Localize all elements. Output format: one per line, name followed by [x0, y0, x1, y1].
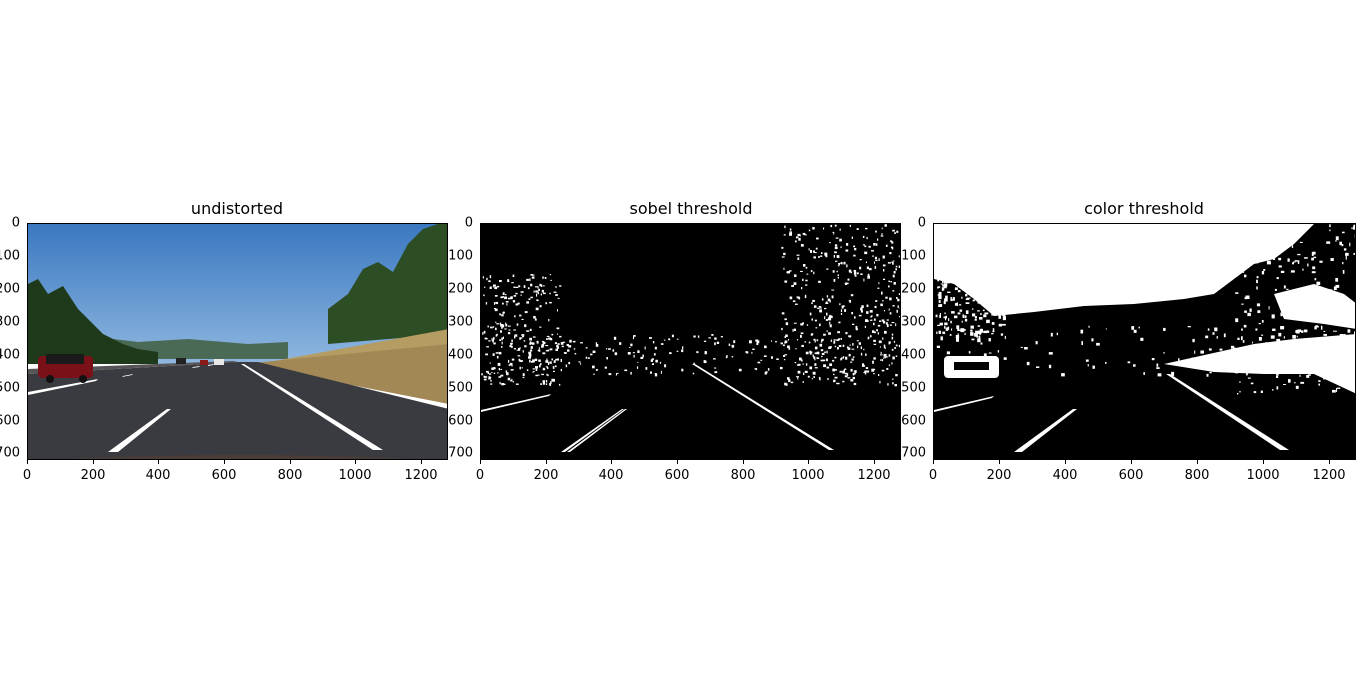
y-tick-label: 700	[901, 446, 926, 461]
x-tick-label: 1200	[1312, 468, 1345, 483]
x-tick-label: 200	[987, 468, 1012, 483]
x-tick-label: 0	[929, 468, 937, 483]
x-tick-mark	[1329, 460, 1330, 464]
x-tick-mark	[1131, 460, 1132, 464]
y-tick-label: 100	[901, 249, 926, 264]
y-tick-label: 0	[918, 216, 926, 231]
y-tick-label: 200	[901, 282, 926, 297]
x-tick-mark	[999, 460, 1000, 464]
y-tick-label: 400	[901, 348, 926, 363]
x-tick-mark	[1197, 460, 1198, 464]
x-tick-mark	[1263, 460, 1264, 464]
panel-title: color threshold	[1084, 199, 1204, 218]
x-tick-label: 800	[1185, 468, 1210, 483]
x-tick-label: 600	[1119, 468, 1144, 483]
color-binary-image	[933, 223, 1356, 460]
x-tick-label: 1000	[1246, 468, 1279, 483]
y-tick-label: 600	[901, 414, 926, 429]
x-tick-label: 400	[1053, 468, 1078, 483]
x-tick-mark	[1065, 460, 1066, 464]
x-tick-mark	[933, 460, 934, 464]
y-tick-label: 300	[901, 315, 926, 330]
y-tick-label: 500	[901, 381, 926, 396]
